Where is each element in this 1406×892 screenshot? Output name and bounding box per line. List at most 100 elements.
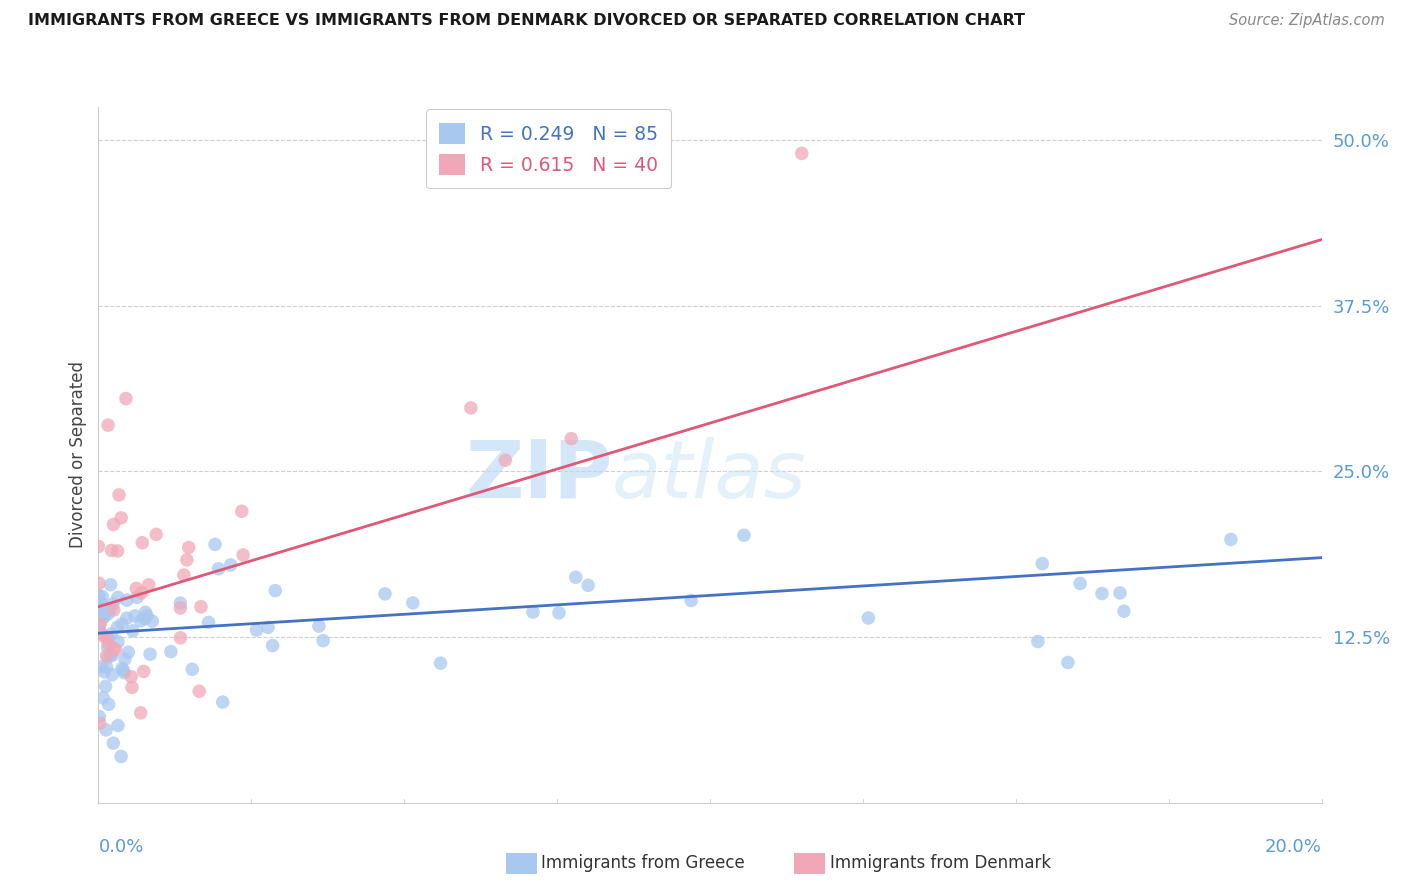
- Point: [181, 662, 204, 676]
- Text: Immigrants from Greece: Immigrants from Greece: [541, 855, 745, 872]
- Point: [87, 601, 110, 615]
- Point: [139, 647, 162, 661]
- Point: [96, 648, 118, 663]
- Point: [97, 632, 120, 646]
- Point: [93, 665, 115, 679]
- Point: [204, 537, 226, 551]
- Point: [87, 589, 110, 603]
- Point: [97, 637, 120, 651]
- Point: [245, 623, 267, 637]
- Point: [104, 642, 127, 657]
- Point: [112, 664, 135, 678]
- Point: [231, 504, 253, 518]
- Point: [132, 665, 155, 679]
- Point: [232, 548, 254, 562]
- Point: [97, 650, 120, 665]
- Point: [98, 602, 121, 616]
- Point: [197, 615, 219, 630]
- Point: [262, 639, 284, 653]
- Text: IMMIGRANTS FROM GREECE VS IMMIGRANTS FROM DENMARK DIVORCED OR SEPARATED CORRELAT: IMMIGRANTS FROM GREECE VS IMMIGRANTS FRO…: [28, 13, 1025, 29]
- Point: [97, 418, 120, 433]
- Point: [108, 488, 131, 502]
- Point: [100, 627, 122, 641]
- Point: [188, 684, 211, 698]
- Point: [115, 593, 138, 607]
- Legend: R = 0.249   N = 85, R = 0.615   N = 40: R = 0.249 N = 85, R = 0.615 N = 40: [426, 110, 671, 188]
- Point: [124, 608, 146, 623]
- Point: [101, 648, 124, 663]
- Point: [121, 624, 143, 638]
- Point: [211, 695, 233, 709]
- Point: [94, 679, 117, 693]
- Point: [1219, 533, 1241, 547]
- Point: [125, 591, 148, 605]
- Point: [264, 583, 287, 598]
- Point: [101, 597, 124, 611]
- Text: Source: ZipAtlas.com: Source: ZipAtlas.com: [1229, 13, 1385, 29]
- Point: [1112, 604, 1135, 618]
- Point: [110, 511, 132, 525]
- Point: [91, 690, 114, 705]
- Point: [103, 641, 125, 656]
- Point: [560, 432, 582, 446]
- Point: [494, 453, 516, 467]
- Text: Immigrants from Denmark: Immigrants from Denmark: [830, 855, 1050, 872]
- Point: [89, 616, 111, 631]
- Point: [733, 528, 755, 542]
- Point: [176, 553, 198, 567]
- Point: [110, 749, 132, 764]
- Point: [308, 619, 330, 633]
- Point: [93, 629, 115, 643]
- Point: [257, 620, 280, 634]
- Point: [100, 543, 122, 558]
- Point: [160, 644, 183, 658]
- Point: [91, 590, 114, 604]
- Point: [90, 659, 112, 673]
- Point: [100, 648, 122, 662]
- Point: [121, 681, 143, 695]
- Point: [93, 610, 115, 624]
- Point: [97, 640, 120, 655]
- Point: [177, 541, 200, 555]
- Point: [114, 652, 136, 666]
- Point: [138, 578, 160, 592]
- Point: [460, 401, 482, 415]
- Point: [120, 670, 142, 684]
- Point: [90, 602, 112, 616]
- Point: [93, 610, 115, 624]
- Point: [100, 578, 122, 592]
- Text: 0.0%: 0.0%: [98, 838, 143, 855]
- Point: [790, 146, 813, 161]
- Point: [548, 606, 571, 620]
- Point: [105, 620, 128, 634]
- Point: [681, 593, 703, 607]
- Point: [87, 576, 110, 591]
- Point: [101, 667, 124, 681]
- Point: [107, 718, 129, 732]
- Point: [131, 586, 153, 600]
- Point: [169, 631, 191, 645]
- Point: [145, 527, 167, 541]
- Point: [190, 599, 212, 614]
- Point: [312, 633, 335, 648]
- Point: [141, 614, 163, 628]
- Point: [103, 517, 125, 532]
- Point: [564, 570, 586, 584]
- Point: [219, 558, 242, 572]
- Point: [96, 630, 118, 644]
- Point: [96, 660, 118, 674]
- Point: [111, 661, 134, 675]
- Point: [1109, 586, 1132, 600]
- Text: ZIP: ZIP: [465, 437, 612, 515]
- Point: [1031, 557, 1053, 571]
- Point: [134, 612, 156, 626]
- Point: [112, 665, 135, 680]
- Point: [107, 635, 129, 649]
- Point: [103, 603, 125, 617]
- Point: [135, 608, 157, 623]
- Point: [207, 562, 229, 576]
- Point: [1057, 656, 1080, 670]
- Point: [429, 656, 451, 670]
- Point: [107, 591, 129, 605]
- Point: [89, 626, 111, 640]
